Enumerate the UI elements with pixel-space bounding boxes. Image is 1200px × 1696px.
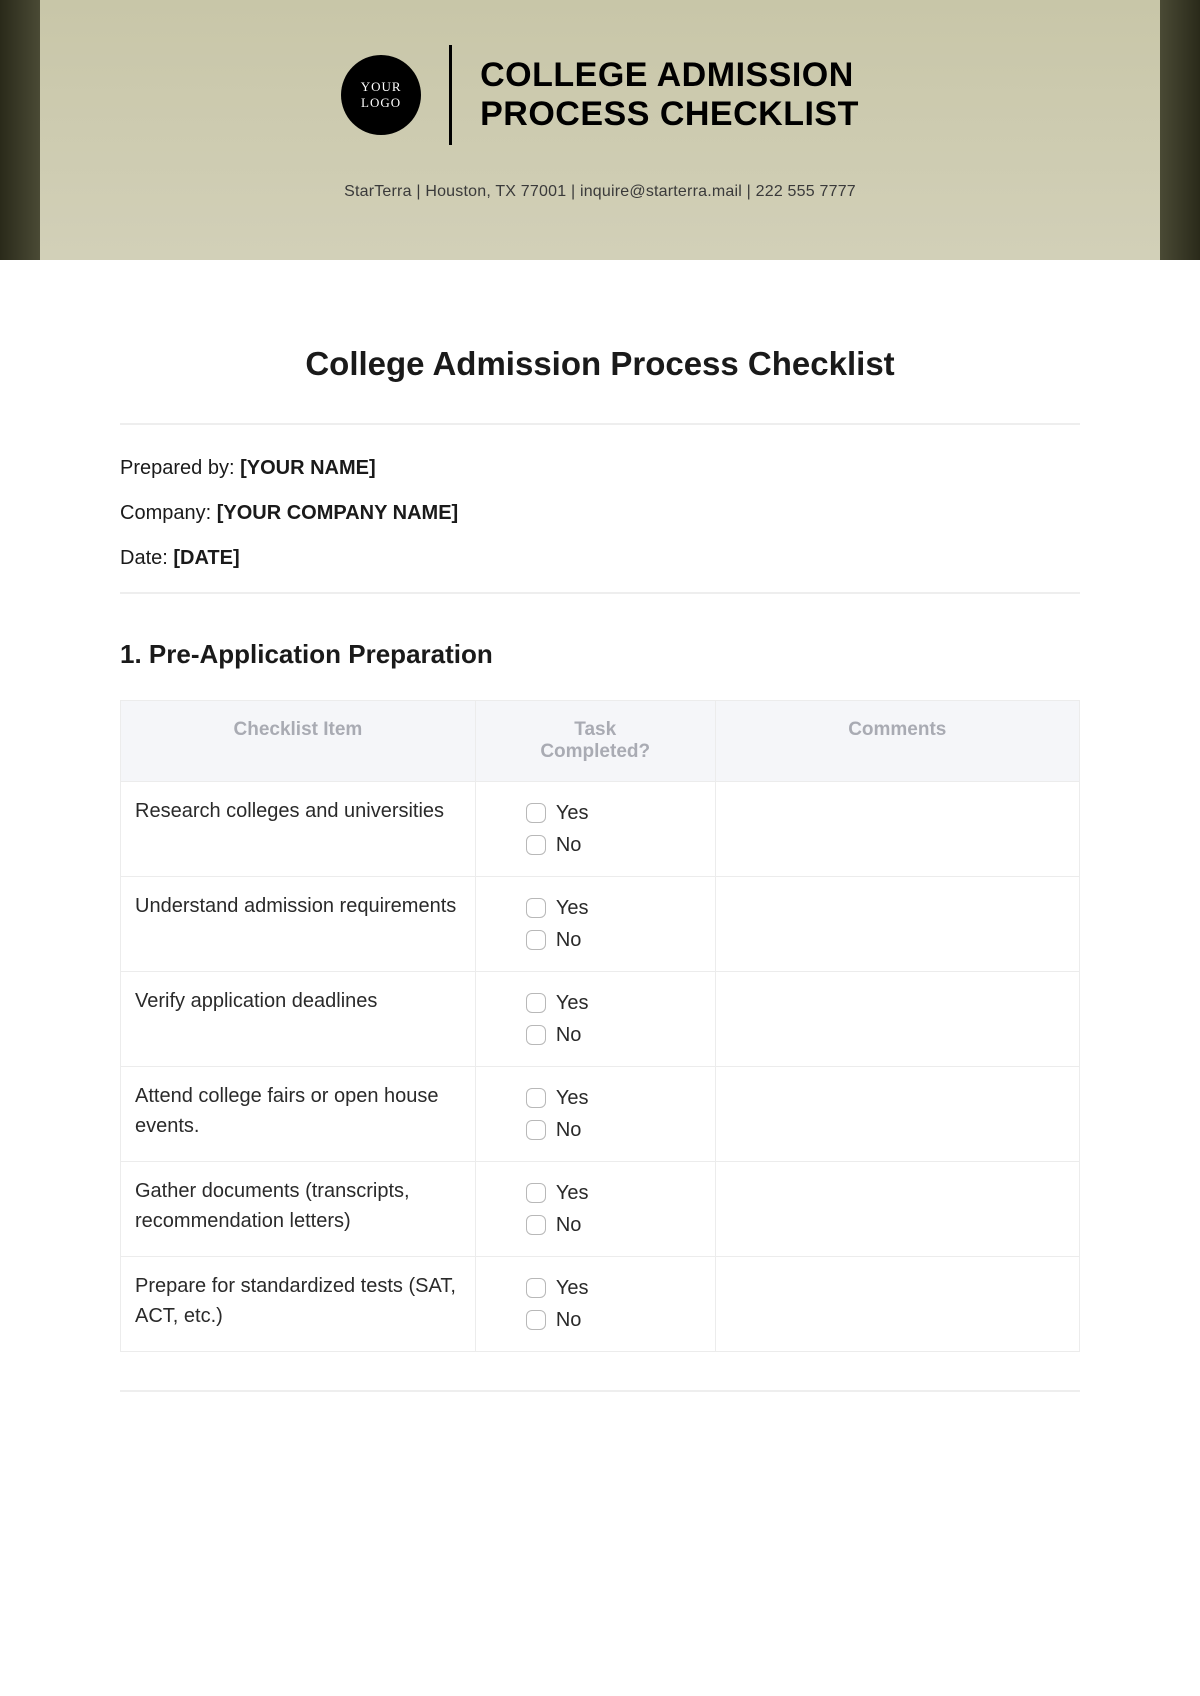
no-label: No — [556, 1305, 582, 1335]
prepared-by-line: Prepared by: [YOUR NAME] — [120, 457, 1080, 480]
col-header-completed-line1: Task — [490, 719, 701, 741]
banner-top: YOUR LOGO COLLEGE ADMISSION PROCESS CHEC… — [341, 45, 859, 145]
yes-option: Yes — [526, 1083, 701, 1113]
table-row: Gather documents (transcripts, recommend… — [121, 1162, 1080, 1257]
prepared-by-value: [YOUR NAME] — [240, 457, 376, 479]
no-label: No — [556, 925, 582, 955]
task-completed-cell: YesNo — [475, 1162, 715, 1257]
banner-title-line2: PROCESS CHECKLIST — [480, 95, 859, 134]
col-header-comments: Comments — [715, 701, 1079, 782]
col-header-item: Checklist Item — [121, 701, 476, 782]
right-edge-decoration — [1160, 0, 1200, 260]
yes-option: Yes — [526, 1273, 701, 1303]
company-line: Company: [YOUR COMPANY NAME] — [120, 502, 1080, 525]
comments-cell[interactable] — [715, 972, 1079, 1067]
table-row: Verify application deadlinesYesNo — [121, 972, 1080, 1067]
company-value: [YOUR COMPANY NAME] — [217, 502, 458, 524]
table-row: Attend college fairs or open house event… — [121, 1067, 1080, 1162]
checklist-item: Understand admission requirements — [121, 877, 476, 972]
table-row: Research colleges and universitiesYesNo — [121, 782, 1080, 877]
yes-label: Yes — [556, 798, 589, 828]
divider-top — [120, 423, 1080, 425]
logo-placeholder: YOUR LOGO — [341, 55, 421, 135]
checklist-table: Checklist Item Task Completed? Comments … — [120, 700, 1080, 1352]
checkbox-no[interactable] — [526, 930, 546, 950]
table-row: Understand admission requirementsYesNo — [121, 877, 1080, 972]
table-header-row: Checklist Item Task Completed? Comments — [121, 701, 1080, 782]
checklist-item: Verify application deadlines — [121, 972, 476, 1067]
no-option: No — [526, 1210, 701, 1240]
banner-title-line1: COLLEGE ADMISSION — [480, 56, 859, 95]
no-option: No — [526, 925, 701, 955]
checkbox-no[interactable] — [526, 1310, 546, 1330]
yes-option: Yes — [526, 988, 701, 1018]
banner-divider — [449, 45, 452, 145]
checkbox-yes[interactable] — [526, 1183, 546, 1203]
yes-label: Yes — [556, 1273, 589, 1303]
section-title: 1. Pre-Application Preparation — [120, 639, 1080, 670]
banner: YOUR LOGO COLLEGE ADMISSION PROCESS CHEC… — [40, 0, 1160, 260]
checklist-item: Research colleges and universities — [121, 782, 476, 877]
no-option: No — [526, 1305, 701, 1335]
date-value: [DATE] — [173, 547, 239, 569]
checkbox-no[interactable] — [526, 835, 546, 855]
checkbox-yes[interactable] — [526, 1278, 546, 1298]
yes-label: Yes — [556, 893, 589, 923]
banner-meta: StarTerra | Houston, TX 77001 | inquire@… — [344, 183, 856, 201]
company-label: Company: — [120, 502, 217, 524]
checkbox-yes[interactable] — [526, 803, 546, 823]
yes-option: Yes — [526, 893, 701, 923]
no-option: No — [526, 1020, 701, 1050]
left-edge-decoration — [0, 0, 40, 260]
comments-cell[interactable] — [715, 1162, 1079, 1257]
task-completed-cell: YesNo — [475, 877, 715, 972]
checkbox-yes[interactable] — [526, 1088, 546, 1108]
no-option: No — [526, 830, 701, 860]
comments-cell[interactable] — [715, 1257, 1079, 1352]
col-header-completed: Task Completed? — [475, 701, 715, 782]
checklist-item: Attend college fairs or open house event… — [121, 1067, 476, 1162]
banner-title: COLLEGE ADMISSION PROCESS CHECKLIST — [480, 56, 859, 134]
comments-cell[interactable] — [715, 782, 1079, 877]
page-title: College Admission Process Checklist — [120, 345, 1080, 383]
checkbox-no[interactable] — [526, 1025, 546, 1045]
task-completed-cell: YesNo — [475, 1067, 715, 1162]
yes-label: Yes — [556, 1083, 589, 1113]
comments-cell[interactable] — [715, 877, 1079, 972]
checklist-item: Gather documents (transcripts, recommend… — [121, 1162, 476, 1257]
logo-text-line2: LOGO — [361, 95, 401, 111]
yes-option: Yes — [526, 798, 701, 828]
no-label: No — [556, 1020, 582, 1050]
date-line: Date: [DATE] — [120, 547, 1080, 570]
checkbox-yes[interactable] — [526, 898, 546, 918]
no-label: No — [556, 1115, 582, 1145]
table-row: Prepare for standardized tests (SAT, ACT… — [121, 1257, 1080, 1352]
checkbox-no[interactable] — [526, 1120, 546, 1140]
no-option: No — [526, 1115, 701, 1145]
yes-label: Yes — [556, 988, 589, 1018]
no-label: No — [556, 830, 582, 860]
task-completed-cell: YesNo — [475, 1257, 715, 1352]
divider-bottom — [120, 1390, 1080, 1392]
no-label: No — [556, 1210, 582, 1240]
checkbox-yes[interactable] — [526, 993, 546, 1013]
checkbox-no[interactable] — [526, 1215, 546, 1235]
yes-label: Yes — [556, 1178, 589, 1208]
comments-cell[interactable] — [715, 1067, 1079, 1162]
col-header-completed-line2: Completed? — [490, 741, 701, 763]
logo-text-line1: YOUR — [361, 79, 402, 95]
content: College Admission Process Checklist Prep… — [0, 260, 1200, 1392]
yes-option: Yes — [526, 1178, 701, 1208]
task-completed-cell: YesNo — [475, 782, 715, 877]
checklist-item: Prepare for standardized tests (SAT, ACT… — [121, 1257, 476, 1352]
prepared-by-label: Prepared by: — [120, 457, 240, 479]
date-label: Date: — [120, 547, 173, 569]
divider-meta — [120, 592, 1080, 594]
task-completed-cell: YesNo — [475, 972, 715, 1067]
